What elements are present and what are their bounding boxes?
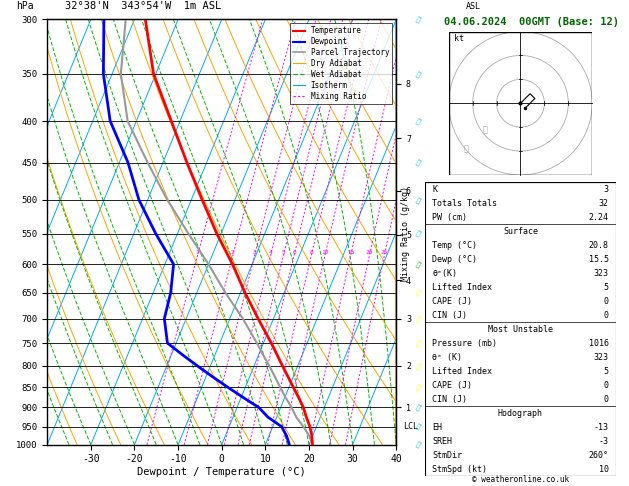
Text: CAPE (J): CAPE (J) <box>432 381 472 390</box>
Text: 0: 0 <box>604 311 609 320</box>
Text: 8: 8 <box>309 250 313 255</box>
Text: 10: 10 <box>321 250 329 255</box>
Text: 0: 0 <box>604 395 609 404</box>
Text: LCL: LCL <box>403 422 418 431</box>
Text: 6: 6 <box>292 250 296 255</box>
Text: © weatheronline.co.uk: © weatheronline.co.uk <box>472 474 569 484</box>
Text: ⋙: ⋙ <box>415 117 422 125</box>
Text: 25: 25 <box>381 250 388 255</box>
Text: 20.8: 20.8 <box>589 241 609 250</box>
Text: 5: 5 <box>604 367 609 376</box>
Text: Lifted Index: Lifted Index <box>432 367 493 376</box>
Text: ⋙: ⋙ <box>415 229 422 238</box>
Text: 323: 323 <box>594 269 609 278</box>
FancyBboxPatch shape <box>425 182 616 476</box>
Text: ⋙: ⋙ <box>415 289 422 296</box>
Text: K: K <box>432 185 437 194</box>
Text: ⋙: ⋙ <box>482 125 487 134</box>
Text: ⋙: ⋙ <box>415 423 422 431</box>
Text: 3: 3 <box>253 250 257 255</box>
Text: SREH: SREH <box>432 437 452 446</box>
Text: 3: 3 <box>604 185 609 194</box>
Text: 32: 32 <box>599 199 609 208</box>
Text: Totals Totals: Totals Totals <box>432 199 498 208</box>
Text: 15.5: 15.5 <box>589 255 609 264</box>
Text: ⋙: ⋙ <box>415 159 422 167</box>
Text: 20: 20 <box>365 250 373 255</box>
Text: Surface: Surface <box>503 227 538 236</box>
Text: PW (cm): PW (cm) <box>432 213 467 222</box>
Text: EH: EH <box>432 423 442 432</box>
Text: Most Unstable: Most Unstable <box>488 325 553 334</box>
Text: 5: 5 <box>604 283 609 292</box>
Text: 32°38'N  343°54'W  1m ASL: 32°38'N 343°54'W 1m ASL <box>65 1 221 11</box>
Text: ⋙: ⋙ <box>463 144 468 153</box>
Text: ⋙: ⋙ <box>415 196 422 204</box>
Text: 04.06.2024  00GMT (Base: 12): 04.06.2024 00GMT (Base: 12) <box>444 17 619 27</box>
Text: 1016: 1016 <box>589 339 609 348</box>
Text: kt: kt <box>454 34 464 43</box>
Text: hPa: hPa <box>16 1 33 11</box>
Text: ⋙: ⋙ <box>415 315 422 323</box>
Text: StmDir: StmDir <box>432 451 462 460</box>
Text: Hodograph: Hodograph <box>498 409 543 418</box>
Text: ⋙: ⋙ <box>415 441 422 449</box>
Text: 5: 5 <box>282 250 286 255</box>
Text: Pressure (mb): Pressure (mb) <box>432 339 498 348</box>
Text: km
ASL: km ASL <box>465 0 481 11</box>
Text: ⋙: ⋙ <box>415 383 422 391</box>
Text: 15: 15 <box>347 250 354 255</box>
Text: 0: 0 <box>604 297 609 306</box>
Text: StmSpd (kt): StmSpd (kt) <box>432 465 487 474</box>
Text: Mixing Ratio (g/kg): Mixing Ratio (g/kg) <box>401 186 410 281</box>
Text: 4: 4 <box>269 250 272 255</box>
Text: CAPE (J): CAPE (J) <box>432 297 472 306</box>
Text: 260°: 260° <box>589 451 609 460</box>
Text: θᵉ(K): θᵉ(K) <box>432 269 457 278</box>
Text: -13: -13 <box>594 423 609 432</box>
Text: ⋙: ⋙ <box>415 403 422 412</box>
Text: -3: -3 <box>599 437 609 446</box>
Text: 2: 2 <box>231 250 235 255</box>
Text: 0: 0 <box>604 381 609 390</box>
Text: CIN (J): CIN (J) <box>432 395 467 404</box>
Text: θᵉ (K): θᵉ (K) <box>432 353 462 362</box>
Text: ⋙: ⋙ <box>415 260 422 268</box>
Text: ⋙: ⋙ <box>415 339 422 347</box>
Legend: Temperature, Dewpoint, Parcel Trajectory, Dry Adiabat, Wet Adiabat, Isotherm, Mi: Temperature, Dewpoint, Parcel Trajectory… <box>290 23 392 104</box>
Text: ⋙: ⋙ <box>415 70 422 78</box>
Text: 2.24: 2.24 <box>589 213 609 222</box>
Text: ⋙: ⋙ <box>415 362 422 370</box>
X-axis label: Dewpoint / Temperature (°C): Dewpoint / Temperature (°C) <box>137 467 306 477</box>
Text: 323: 323 <box>594 353 609 362</box>
Text: Temp (°C): Temp (°C) <box>432 241 477 250</box>
Text: 10: 10 <box>599 465 609 474</box>
Text: 1: 1 <box>196 250 199 255</box>
Text: CIN (J): CIN (J) <box>432 311 467 320</box>
Text: Dewp (°C): Dewp (°C) <box>432 255 477 264</box>
Text: ⋙: ⋙ <box>415 16 422 23</box>
Text: Lifted Index: Lifted Index <box>432 283 493 292</box>
